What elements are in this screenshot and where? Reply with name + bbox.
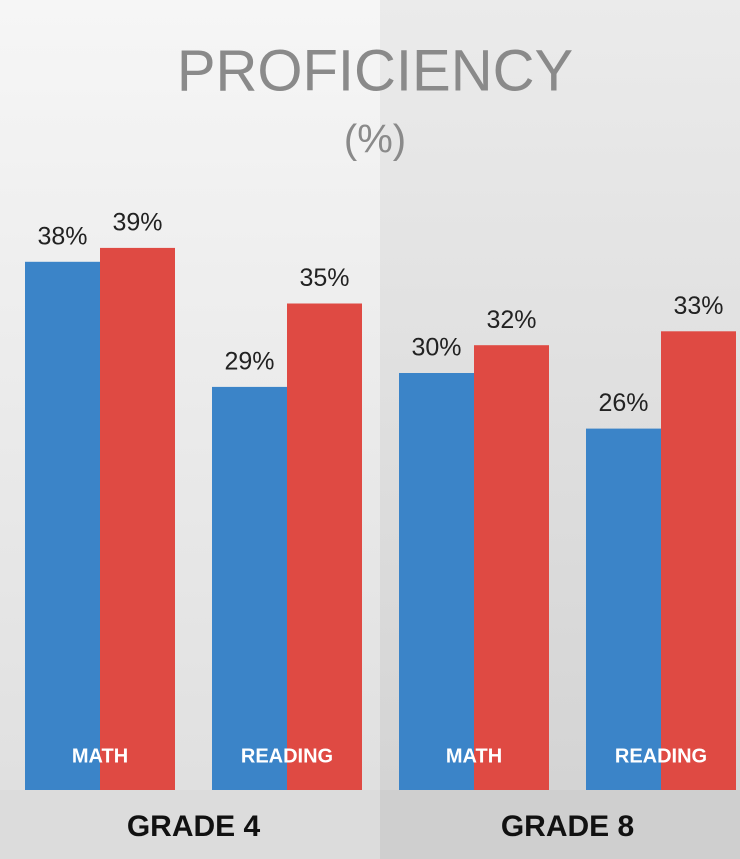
bar bbox=[586, 428, 661, 790]
value-label: 35% bbox=[299, 264, 349, 292]
group-label: GRADE 4 bbox=[127, 810, 261, 843]
bar bbox=[100, 247, 175, 790]
value-label: 29% bbox=[224, 348, 274, 376]
bar bbox=[212, 386, 287, 790]
group-band-left bbox=[0, 790, 380, 859]
category-label: READING bbox=[241, 745, 333, 767]
category-label: READING bbox=[615, 745, 707, 767]
group-label: GRADE 8 bbox=[501, 810, 634, 843]
bar bbox=[661, 331, 736, 790]
value-label: 30% bbox=[411, 334, 461, 362]
value-label: 39% bbox=[112, 209, 162, 237]
bar bbox=[399, 373, 474, 790]
category-label: MATH bbox=[446, 745, 502, 767]
bar bbox=[25, 261, 100, 790]
category-label: MATH bbox=[72, 745, 128, 767]
value-label: 33% bbox=[673, 292, 723, 320]
bar bbox=[287, 303, 362, 790]
chart-title: PROFICIENCY bbox=[177, 38, 573, 103]
value-label: 26% bbox=[598, 389, 648, 417]
chart-subtitle: (%) bbox=[344, 118, 406, 162]
group-band-right bbox=[380, 790, 740, 859]
value-label: 38% bbox=[37, 222, 87, 250]
bar bbox=[474, 345, 549, 790]
value-label: 32% bbox=[486, 306, 536, 334]
